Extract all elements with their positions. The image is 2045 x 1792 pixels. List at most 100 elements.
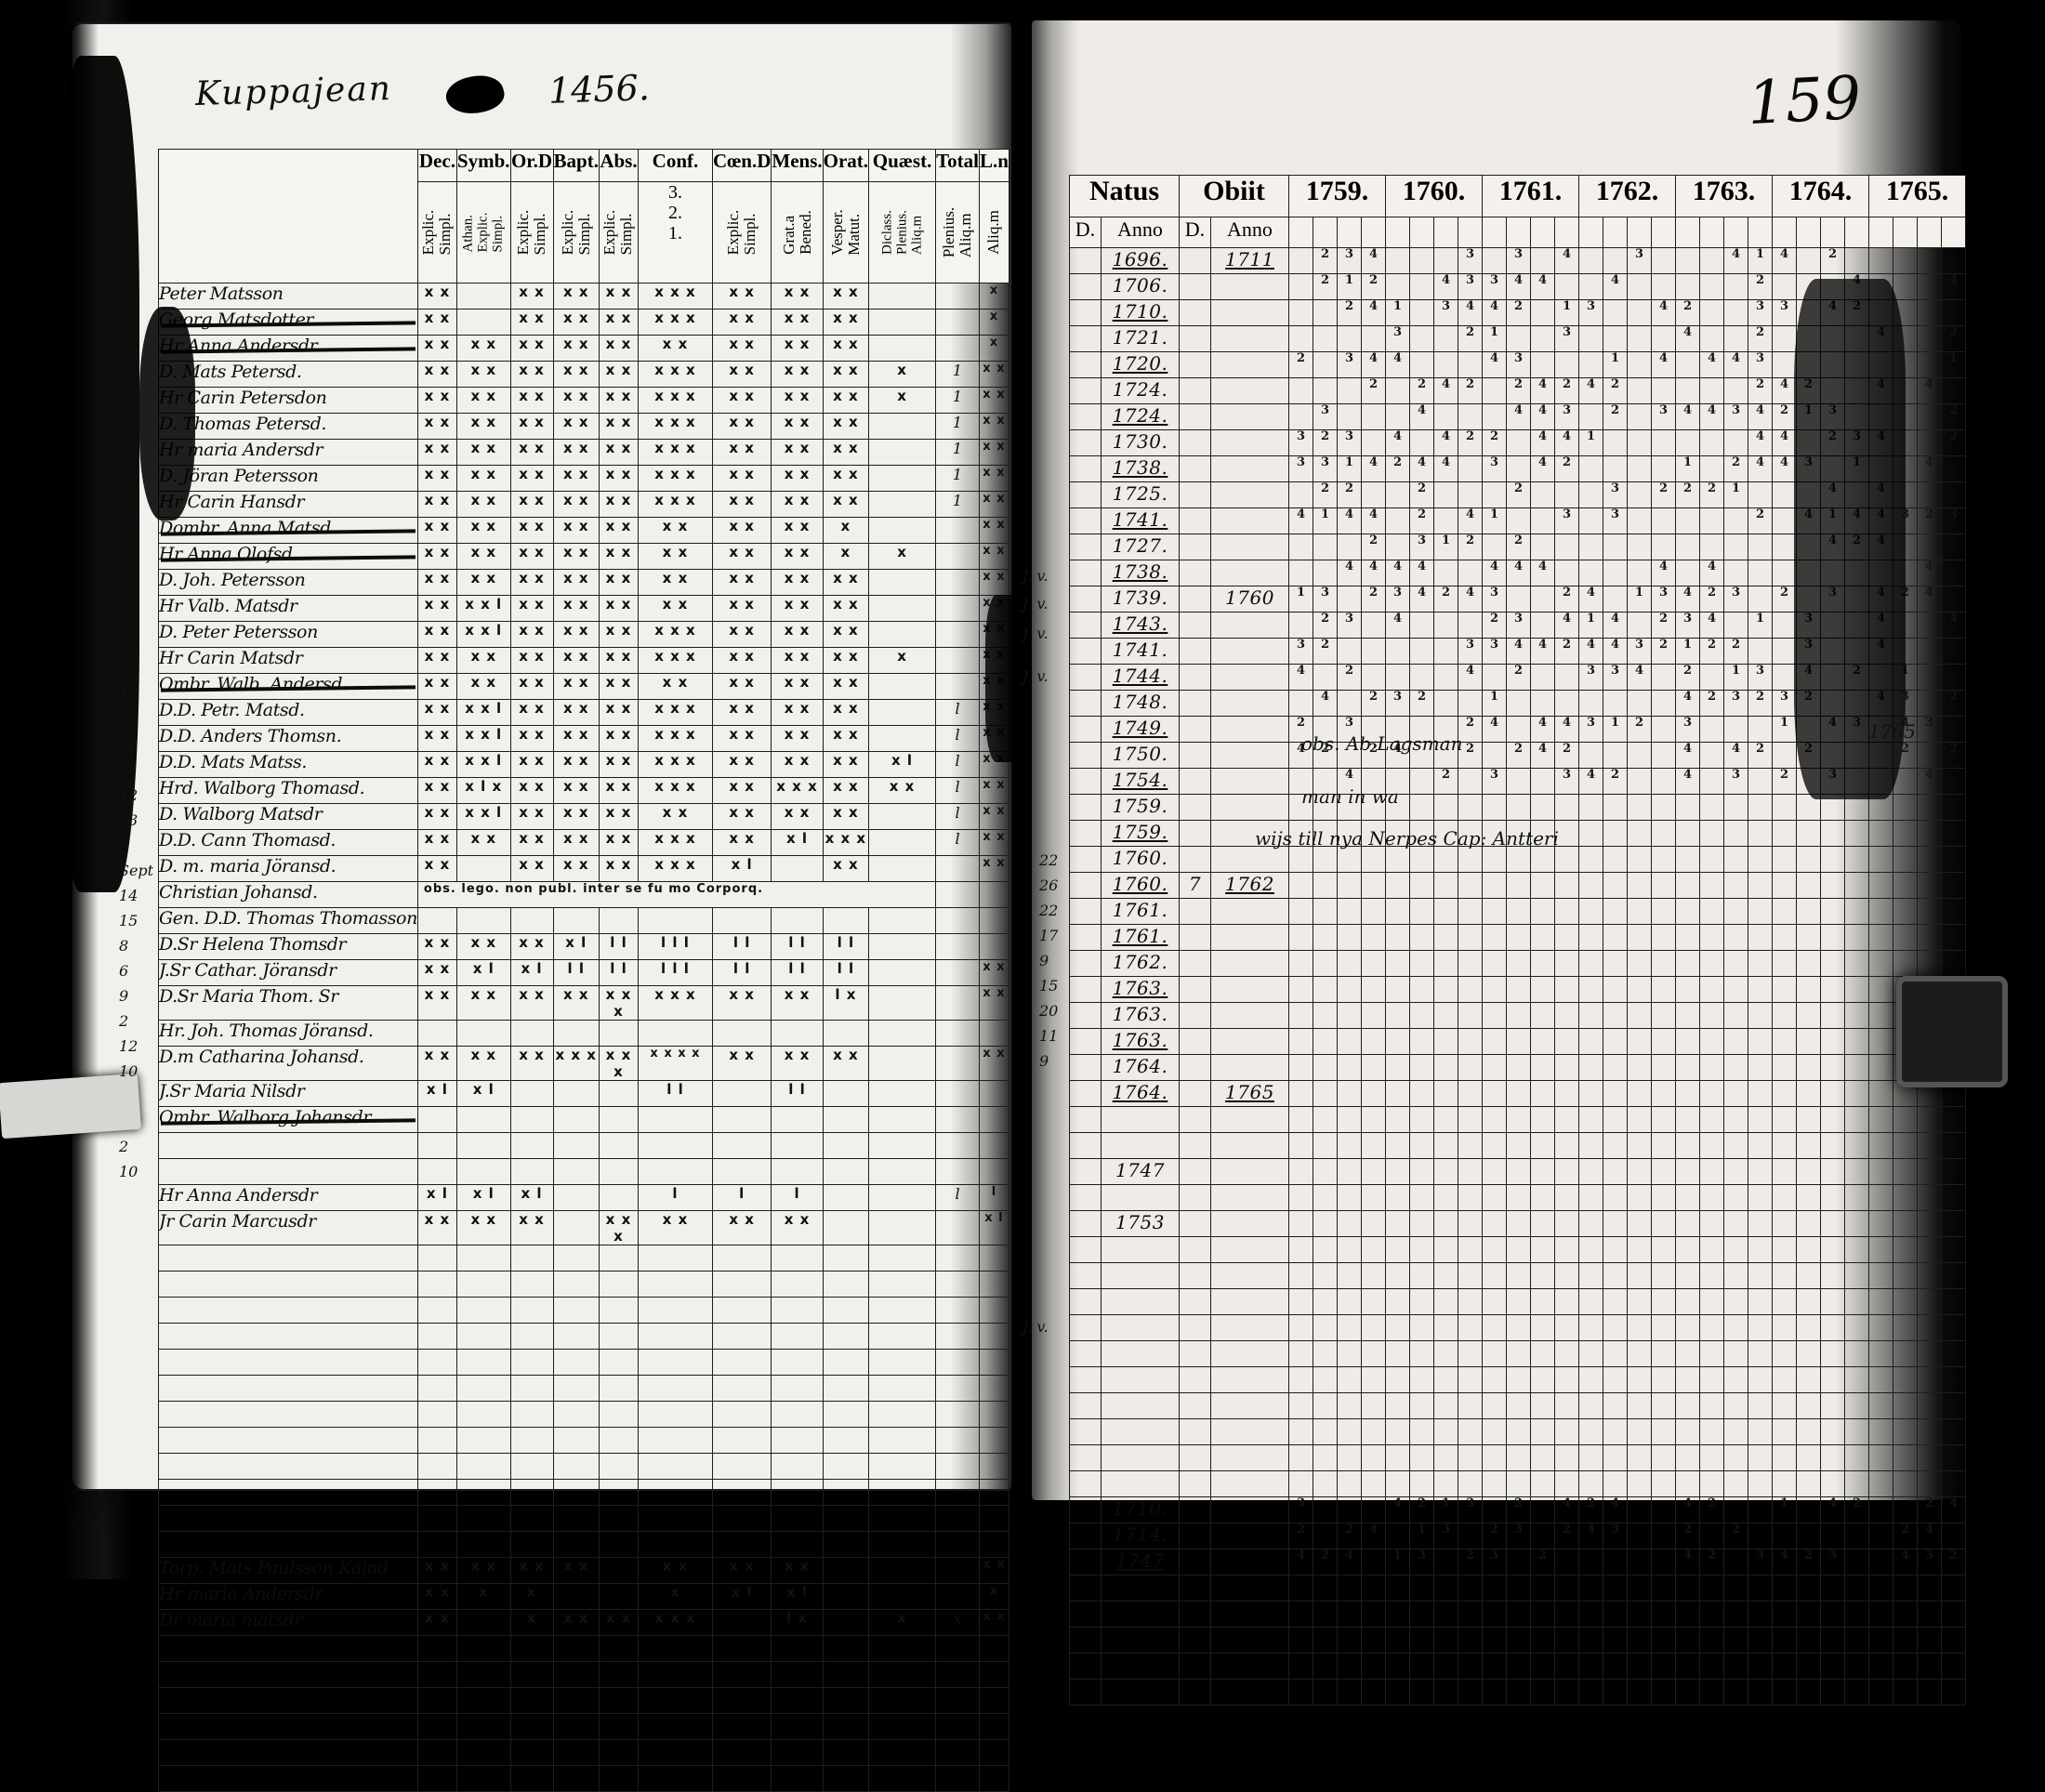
- ln-cell[interactable]: [979, 1662, 1009, 1688]
- attendance-tick-cell[interactable]: [1628, 1237, 1652, 1263]
- attendance-tick-cell[interactable]: [1700, 1081, 1724, 1107]
- mark-cell[interactable]: x x: [456, 570, 510, 596]
- mark-cell[interactable]: x x: [638, 1558, 712, 1584]
- table-row[interactable]: [1070, 1680, 1966, 1706]
- attendance-tick-cell[interactable]: [1313, 977, 1338, 1003]
- attendance-tick-cell[interactable]: [1410, 977, 1434, 1003]
- attendance-tick-cell[interactable]: [1918, 691, 1942, 717]
- attendance-tick-cell[interactable]: [1700, 847, 1724, 873]
- table-row[interactable]: [1070, 1289, 1966, 1315]
- mark-cell[interactable]: [417, 1133, 456, 1159]
- mark-cell[interactable]: [823, 1610, 868, 1636]
- mark-cell[interactable]: l x: [772, 1610, 823, 1636]
- attendance-tick-cell[interactable]: [1313, 1107, 1338, 1133]
- attendance-tick-cell[interactable]: [1579, 508, 1603, 534]
- ln-cell[interactable]: [979, 1428, 1009, 1454]
- mark-cell[interactable]: x x x: [638, 310, 712, 336]
- obiit-year-cell[interactable]: [1211, 1003, 1289, 1029]
- attendance-tick-cell[interactable]: [1555, 1081, 1579, 1107]
- attendance-tick-cell[interactable]: [1483, 1680, 1507, 1706]
- attendance-tick-cell[interactable]: [1458, 1211, 1483, 1237]
- mark-cell[interactable]: x x x: [638, 986, 712, 1021]
- mark-cell[interactable]: [417, 1662, 456, 1688]
- attendance-tick-cell[interactable]: 4: [1652, 560, 1676, 586]
- mark-cell[interactable]: x x: [417, 570, 456, 596]
- natus-day-cell[interactable]: [1070, 1680, 1102, 1706]
- attendance-tick-cell[interactable]: [1724, 1367, 1748, 1393]
- total-cell[interactable]: [936, 856, 980, 882]
- mark-cell[interactable]: [599, 1272, 638, 1298]
- table-row[interactable]: [1070, 1185, 1966, 1211]
- attendance-tick-cell[interactable]: [1893, 795, 1918, 821]
- mark-cell[interactable]: x x: [823, 596, 868, 622]
- attendance-tick-cell[interactable]: [1942, 1393, 1966, 1419]
- mark-cell[interactable]: [869, 1766, 936, 1792]
- attendance-tick-cell[interactable]: 4: [1773, 456, 1797, 482]
- attendance-tick-cell[interactable]: 2: [1942, 430, 1966, 456]
- attendance-tick-cell[interactable]: [1918, 1367, 1942, 1393]
- mark-cell[interactable]: [417, 1688, 456, 1714]
- attendance-tick-cell[interactable]: 3: [1748, 352, 1773, 378]
- obiit-year-cell[interactable]: [1211, 847, 1289, 873]
- obiit-day-cell[interactable]: [1180, 1367, 1211, 1393]
- attendance-tick-cell[interactable]: [1869, 1497, 1893, 1523]
- attendance-tick-cell[interactable]: [1724, 1419, 1748, 1445]
- mark-cell[interactable]: [456, 908, 510, 934]
- attendance-tick-cell[interactable]: [1918, 1471, 1942, 1497]
- mark-cell[interactable]: [638, 1662, 712, 1688]
- attendance-tick-cell[interactable]: [1362, 1055, 1386, 1081]
- obiit-year-cell[interactable]: [1211, 1367, 1289, 1393]
- mark-cell[interactable]: [772, 1506, 823, 1532]
- ln-cell[interactable]: x: [979, 336, 1009, 362]
- person-name-cell[interactable]: Peter Matsson: [159, 283, 418, 310]
- attendance-tick-cell[interactable]: [1652, 1654, 1676, 1680]
- attendance-tick-cell[interactable]: [1531, 795, 1555, 821]
- attendance-tick-cell[interactable]: [1676, 1654, 1700, 1680]
- mark-cell[interactable]: [869, 414, 936, 440]
- attendance-tick-cell[interactable]: [1797, 951, 1821, 977]
- attendance-tick-cell[interactable]: [1628, 430, 1652, 456]
- mark-cell[interactable]: [456, 1324, 510, 1350]
- attendance-tick-cell[interactable]: [1386, 639, 1410, 665]
- table-row[interactable]: [1070, 1107, 1966, 1133]
- attendance-tick-cell[interactable]: 2: [1700, 1497, 1724, 1523]
- attendance-tick-cell[interactable]: [1869, 1237, 1893, 1263]
- attendance-tick-cell[interactable]: [1483, 1497, 1507, 1523]
- obiit-year-cell[interactable]: [1211, 326, 1289, 352]
- mark-cell[interactable]: x x x: [638, 440, 712, 466]
- mark-cell[interactable]: [869, 596, 936, 622]
- attendance-tick-cell[interactable]: 2: [1555, 743, 1579, 769]
- attendance-tick-cell[interactable]: [1893, 1471, 1918, 1497]
- mark-cell[interactable]: x x: [510, 283, 553, 310]
- mark-cell[interactable]: [869, 1584, 936, 1610]
- attendance-tick-cell[interactable]: [1724, 1081, 1748, 1107]
- attendance-tick-cell[interactable]: 2: [1507, 743, 1531, 769]
- ln-cell[interactable]: x x: [979, 960, 1009, 986]
- mark-cell[interactable]: x x x: [599, 986, 638, 1021]
- obiit-day-cell[interactable]: [1180, 1237, 1211, 1263]
- attendance-tick-cell[interactable]: 1: [1676, 639, 1700, 665]
- attendance-tick-cell[interactable]: [1845, 899, 1869, 925]
- attendance-tick-cell[interactable]: [1869, 1654, 1893, 1680]
- table-row[interactable]: D. Walborg Matsdr x xx x lx xx xx xx xx x…: [159, 804, 1009, 830]
- natus-day-cell[interactable]: [1070, 1654, 1102, 1680]
- attendance-tick-cell[interactable]: [1386, 1159, 1410, 1185]
- attendance-tick-cell[interactable]: [1652, 508, 1676, 534]
- attendance-tick-cell[interactable]: [1362, 847, 1386, 873]
- total-cell[interactable]: [936, 1506, 980, 1532]
- mark-cell[interactable]: x x: [599, 1610, 638, 1636]
- mark-cell[interactable]: [823, 1021, 868, 1047]
- table-row[interactable]: D.D. Petr. Matsd. x xx x lx xx xx xx x xx…: [159, 700, 1009, 726]
- attendance-tick-cell[interactable]: [1652, 1445, 1676, 1471]
- ln-cell[interactable]: [979, 1324, 1009, 1350]
- mark-cell[interactable]: x x: [772, 544, 823, 570]
- mark-cell[interactable]: [553, 1740, 599, 1766]
- mark-cell[interactable]: [823, 1766, 868, 1792]
- attendance-tick-cell[interactable]: [1410, 925, 1434, 951]
- attendance-tick-cell[interactable]: [1676, 352, 1700, 378]
- mark-cell[interactable]: [638, 1021, 712, 1047]
- natus-year-cell[interactable]: 1696.: [1102, 248, 1180, 274]
- attendance-tick-cell[interactable]: [1531, 326, 1555, 352]
- mark-cell[interactable]: x x: [823, 362, 868, 388]
- mark-cell[interactable]: [599, 1714, 638, 1740]
